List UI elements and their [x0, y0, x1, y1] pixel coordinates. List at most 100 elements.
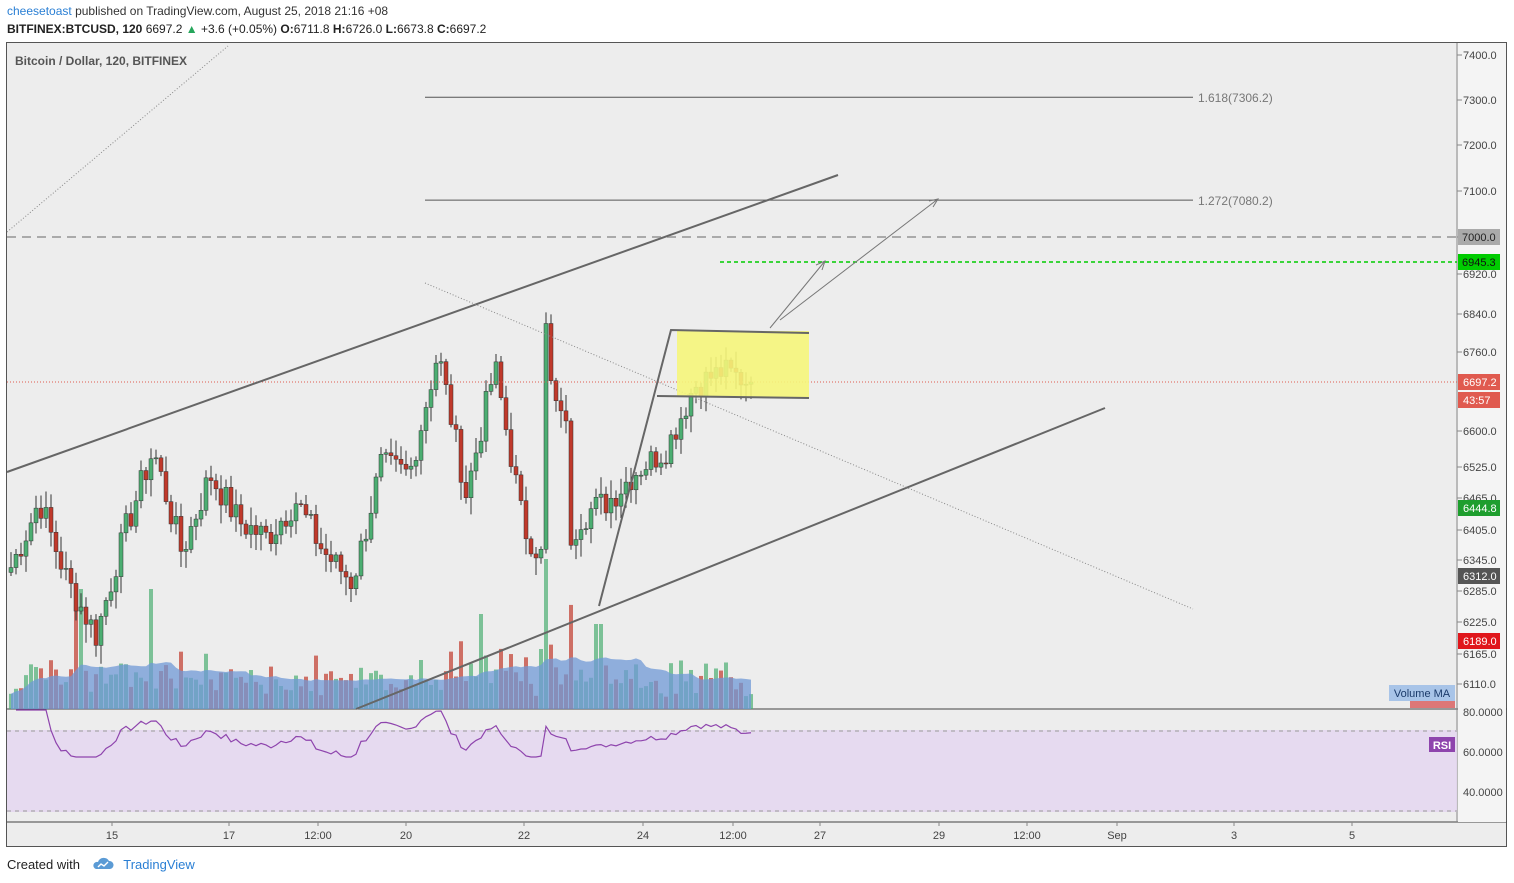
candle-body — [83, 606, 89, 625]
candle-body — [18, 554, 24, 557]
candle-body — [513, 466, 519, 476]
candle-body — [498, 361, 504, 398]
candle-body — [28, 522, 34, 542]
tradingview-link[interactable]: TradingView — [123, 857, 195, 872]
price-badge — [1458, 392, 1500, 408]
candle-body — [153, 457, 159, 460]
time-tick-label: 27 — [814, 830, 826, 842]
candle-body — [303, 504, 309, 516]
candle-body — [563, 410, 569, 422]
dotted-trend-line-left — [6, 45, 229, 233]
candle-body — [23, 540, 29, 557]
candle-body — [263, 525, 269, 533]
candle-body — [503, 397, 509, 430]
price-badge-text: 6189.0 — [1463, 636, 1497, 648]
candle-body — [158, 457, 164, 472]
price-tick-label: 6840.0 — [1463, 309, 1497, 321]
time-tick-label: 17 — [223, 830, 235, 842]
time-tick-label: 29 — [933, 830, 945, 842]
candle-body — [358, 540, 364, 577]
candle-body — [348, 576, 354, 589]
arrowhead-icon — [928, 198, 940, 208]
candle-body — [313, 514, 319, 544]
volume-ma-badge[interactable] — [1389, 685, 1455, 701]
candle-body — [328, 554, 334, 562]
level-6945-badge — [1458, 254, 1500, 270]
symbol-label: BITFINEX:BTCUSD, 120 — [7, 22, 143, 36]
candle-body — [173, 516, 179, 525]
candle-body — [463, 482, 469, 498]
candle-body — [258, 525, 264, 535]
candle-body — [398, 459, 404, 465]
candle-body — [8, 567, 14, 573]
time-tick-label: 12:00 — [719, 830, 747, 842]
candle-body — [203, 477, 209, 511]
candle-body — [243, 523, 249, 535]
consolidation-box — [677, 331, 809, 397]
candle-body — [453, 424, 459, 430]
candle-body — [458, 429, 464, 483]
candle-body — [48, 507, 54, 533]
candle-body — [388, 452, 394, 456]
volume-bar — [149, 589, 153, 709]
rsi-pane[interactable]: 80.0000 60.0000 40.0000 RSI — [7, 707, 1503, 812]
candle-body — [378, 454, 384, 478]
author-link[interactable]: cheesetoast — [7, 4, 72, 18]
candle-body — [438, 361, 444, 364]
candle-body — [43, 507, 49, 519]
candle-body — [68, 568, 74, 584]
time-tick-label: 12:00 — [304, 830, 332, 842]
candle-body — [588, 508, 594, 529]
change-value: +3.6 (+0.05%) — [200, 22, 278, 36]
candle-body — [608, 497, 614, 514]
drawings[interactable]: 1.618(7306.2) 1.272(7080.2) — [6, 45, 1457, 710]
last-price: 6697.2 — [145, 22, 183, 36]
volume-bar — [569, 604, 573, 709]
rsi-label: RSI — [1433, 740, 1451, 752]
candle-body — [188, 526, 194, 550]
candle-body — [103, 600, 109, 617]
publish-text: published on TradingView.com, August 25,… — [75, 4, 389, 18]
level-7000-badge — [1458, 229, 1500, 245]
candle-body — [288, 520, 294, 527]
candle-body — [228, 487, 234, 518]
candle-body — [558, 400, 564, 412]
candle-body — [553, 380, 559, 402]
time-tick-label: 20 — [400, 830, 412, 842]
price-tick-label: 7100.0 — [1463, 186, 1497, 198]
publish-info: cheesetoast published on TradingView.com… — [7, 4, 388, 18]
candle-body — [428, 389, 434, 408]
volume-bar — [79, 589, 83, 709]
rsi-badge — [1429, 737, 1455, 752]
arrowhead-icon — [815, 260, 826, 271]
candle-body — [308, 514, 314, 516]
candle-body — [148, 458, 154, 481]
time-tick-label: 3 — [1231, 830, 1237, 842]
candle-body — [648, 451, 654, 470]
candle-body — [643, 469, 649, 476]
price-axis[interactable] — [1458, 43, 1506, 822]
candle-body — [163, 471, 169, 502]
candle-body — [653, 451, 659, 468]
candle-body — [473, 452, 479, 472]
candle-body — [113, 576, 119, 593]
price-tick-label: 6920.0 — [1463, 269, 1497, 281]
candle-body — [143, 470, 149, 481]
candle-body — [123, 513, 129, 534]
time-tick-label: 22 — [518, 830, 530, 842]
high-value: 6726.0 — [345, 22, 383, 36]
candle-body — [518, 474, 524, 501]
candle-body — [88, 619, 94, 625]
time-tick-label: Sep — [1107, 830, 1127, 842]
flag-bottom-line — [656, 395, 810, 399]
candle-body — [633, 475, 639, 491]
candle-body — [273, 534, 279, 544]
candle-body — [548, 323, 554, 381]
candle-body — [543, 323, 549, 550]
candle-body — [208, 477, 214, 481]
candle-body — [443, 361, 449, 385]
candle-body — [353, 575, 359, 589]
candle-body — [283, 520, 289, 527]
price-tick-label: 6285.0 — [1463, 586, 1497, 598]
